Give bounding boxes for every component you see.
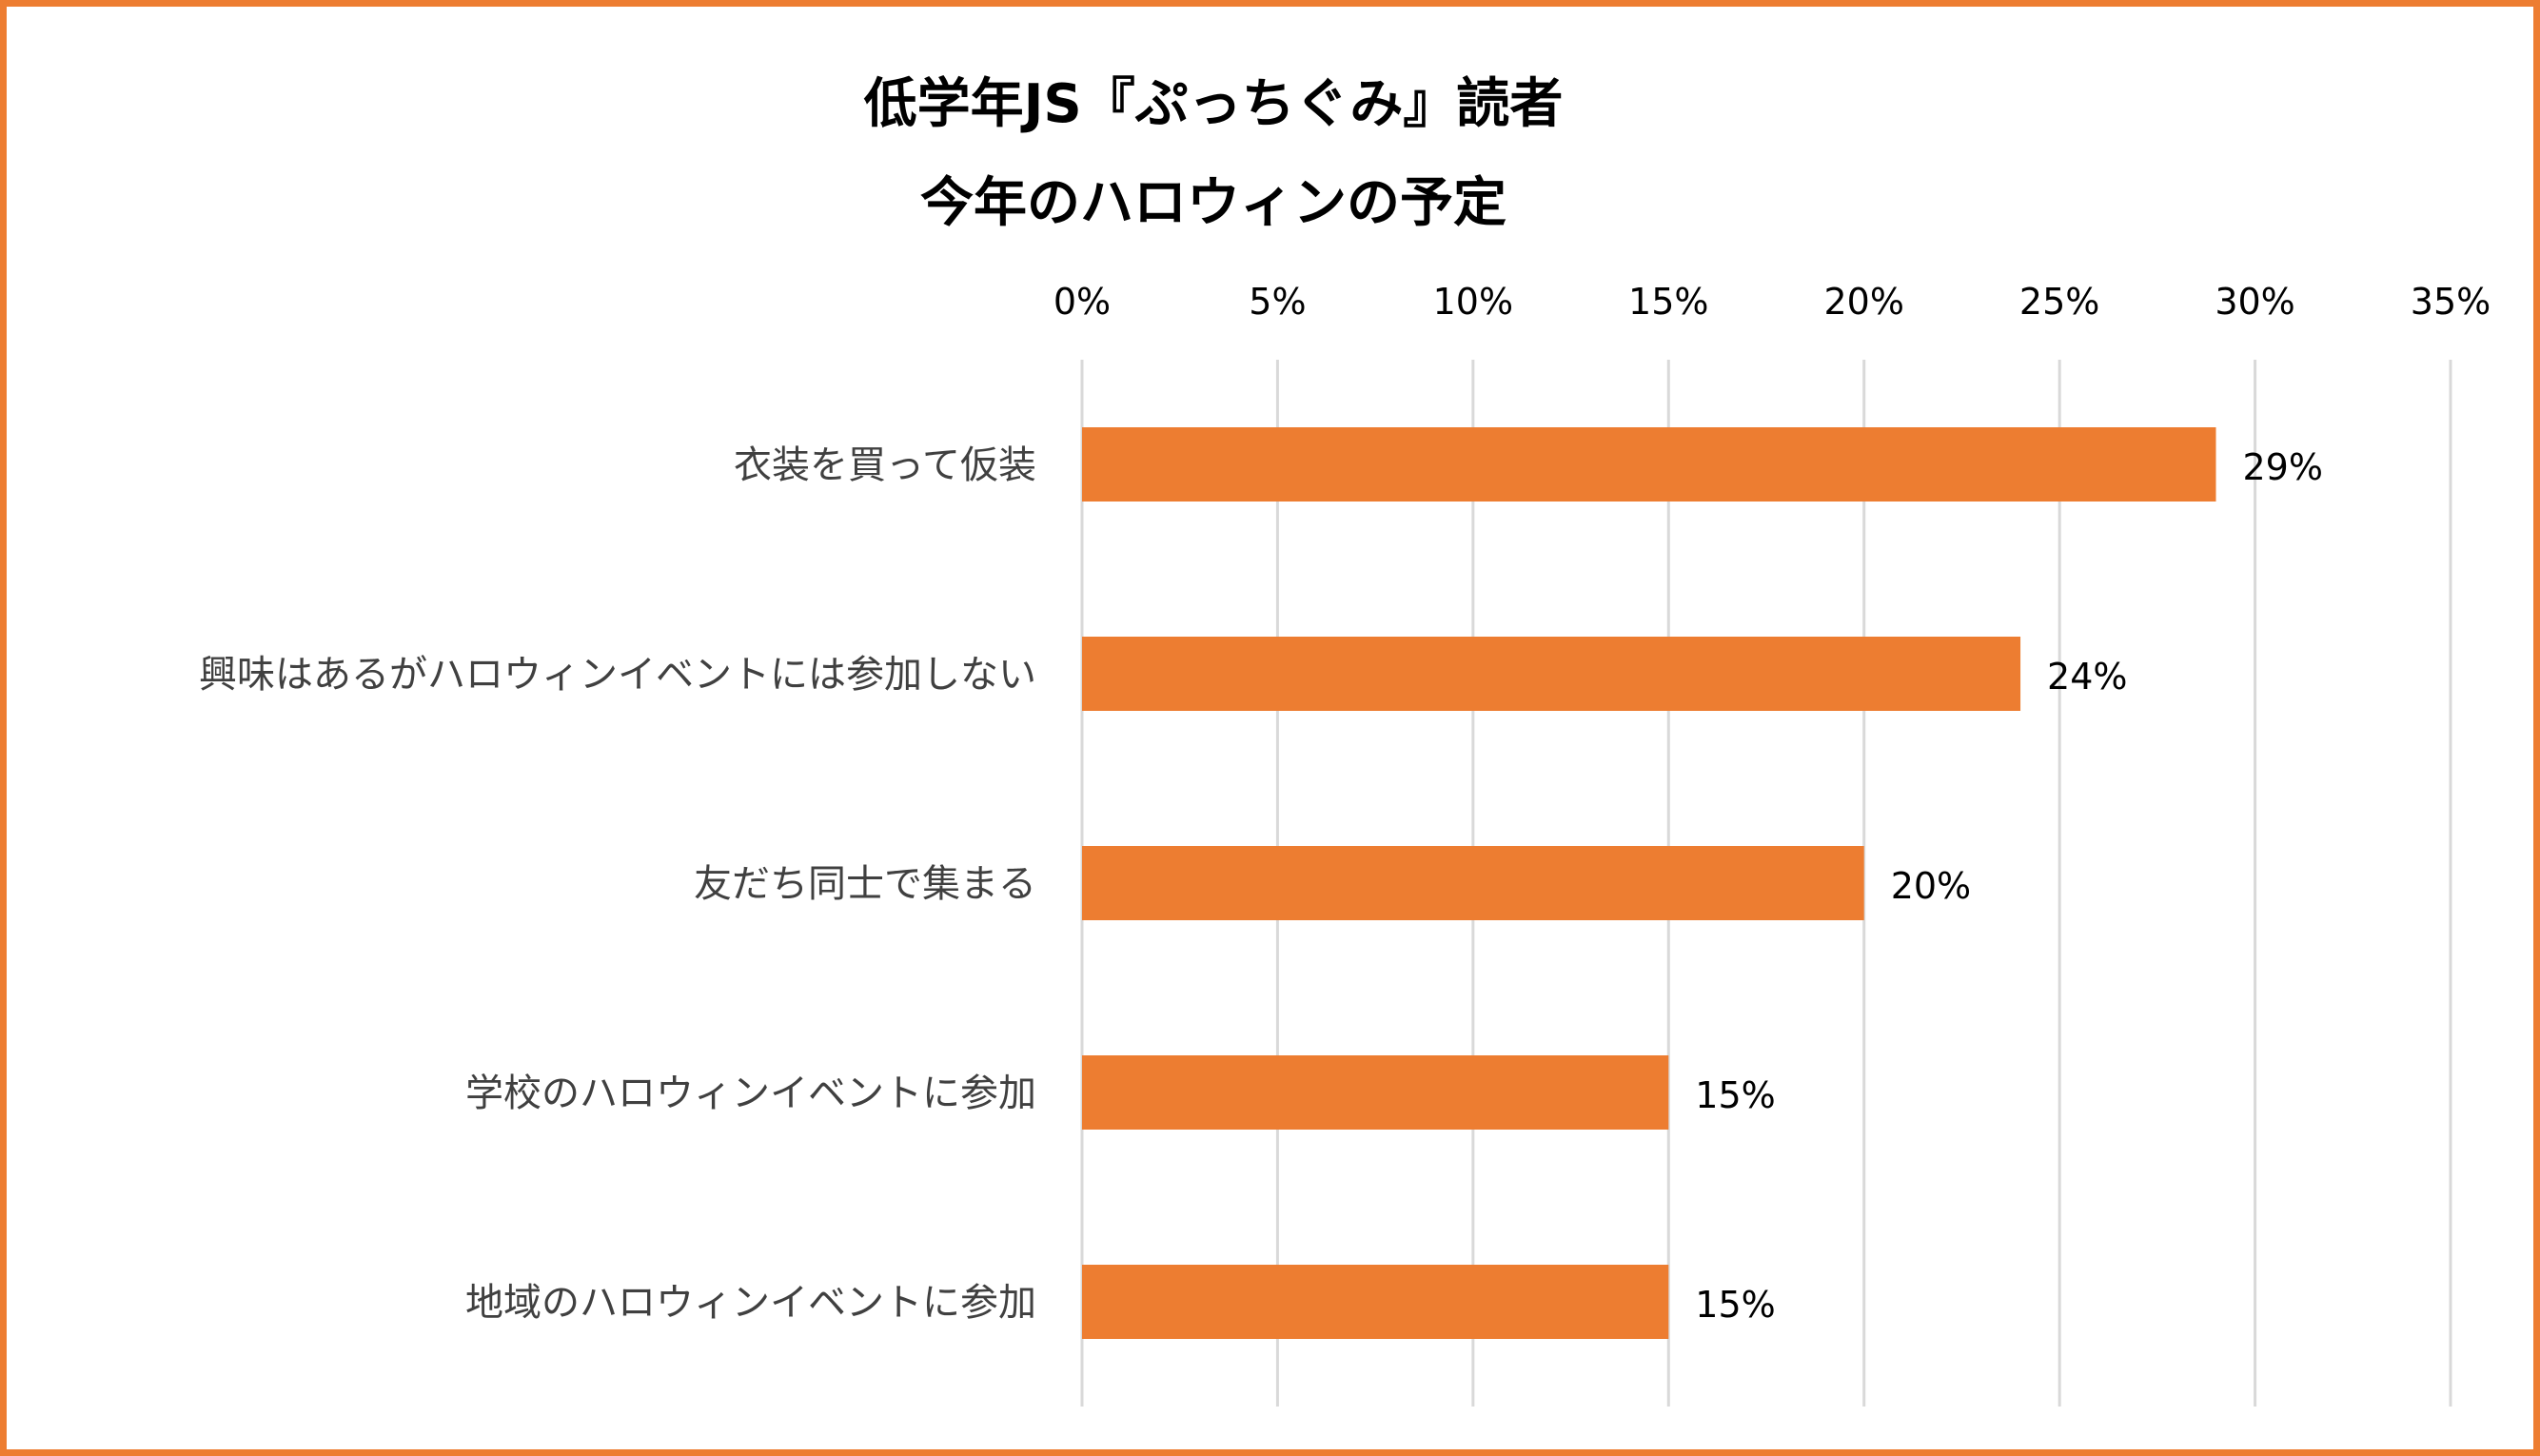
tick-label-25: 25% [2019, 281, 2099, 323]
tick-label-15: 15% [1628, 281, 1708, 323]
tick-label-0: 0% [1053, 281, 1111, 323]
category-label-1: 衣装を買って仮装 [734, 443, 1036, 487]
bar-5 [1082, 1265, 1669, 1339]
category-label-5: 地域のハロウィンイベントに参加 [465, 1281, 1036, 1325]
value-label-3: 20% [1891, 865, 1971, 907]
x-axis-ticks: 0% 5% 10% 15% 20% 25% 30% 35% [1053, 281, 2491, 323]
value-labels: 29% 24% 20% 15% 15% [1695, 446, 2323, 1326]
value-label-1: 29% [2242, 446, 2322, 488]
bar-3 [1082, 846, 1864, 920]
value-label-4: 15% [1695, 1074, 1775, 1116]
category-label-3: 友だち同士で集まる [694, 862, 1036, 906]
bars [1082, 427, 2216, 1339]
bar-4 [1082, 1055, 1669, 1130]
chart-title-line-2: 今年のハロウィンの予定 [920, 172, 1506, 234]
tick-label-20: 20% [1823, 281, 1903, 323]
bar-2 [1082, 637, 2021, 711]
value-label-2: 24% [2047, 656, 2127, 698]
bar-1 [1082, 427, 2216, 502]
category-label-2: 興味はあるがハロウィンイベントには参加しない [199, 653, 1036, 697]
tick-label-5: 5% [1249, 281, 1306, 323]
value-label-5: 15% [1695, 1284, 1775, 1326]
tick-label-30: 30% [2215, 281, 2294, 323]
chart-title-line-1: 低学年JS『ぷっちぐみ』読者 [864, 73, 1564, 135]
category-label-4: 学校のハロウィンイベントに参加 [465, 1072, 1036, 1115]
tick-label-35: 35% [2411, 281, 2491, 323]
tick-label-10: 10% [1433, 281, 1513, 323]
category-labels: 衣装を買って仮装興味はあるがハロウィンイベントには参加しない友だち同士で集まる学… [199, 443, 1036, 1325]
